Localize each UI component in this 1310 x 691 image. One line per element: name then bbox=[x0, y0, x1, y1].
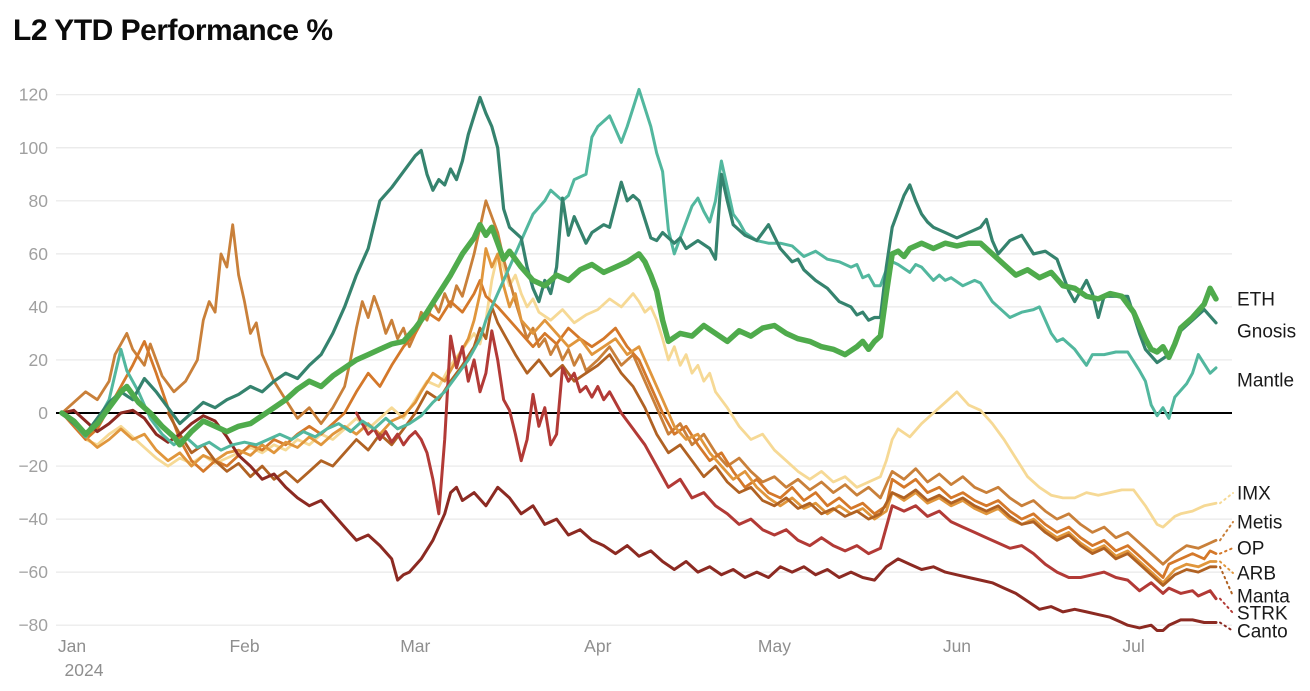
leader-line-canto bbox=[1219, 621, 1234, 632]
series-line-op[interactable] bbox=[60, 278, 1218, 579]
series-label-metis: Metis bbox=[1237, 513, 1282, 534]
y-tick-label: 60 bbox=[29, 244, 49, 264]
y-tick-label: −80 bbox=[18, 615, 48, 635]
series-line-arb[interactable] bbox=[60, 247, 1218, 585]
x-tick-label: May bbox=[758, 636, 791, 656]
x-tick-label: Feb bbox=[229, 636, 259, 656]
series-label-arb: ARB bbox=[1237, 564, 1276, 585]
y-tick-label: 120 bbox=[19, 85, 48, 105]
x-tick-label: Jul bbox=[1122, 636, 1144, 656]
series-line-imx[interactable] bbox=[60, 252, 1218, 529]
y-tick-label: 80 bbox=[29, 191, 49, 211]
x-tick-label: Jun bbox=[943, 636, 971, 656]
x-tick-label: Jan bbox=[58, 636, 86, 656]
series-label-strk: STRK bbox=[1237, 604, 1288, 625]
series-label-gnosis: Gnosis bbox=[1237, 322, 1296, 343]
series-label-canto: Canto bbox=[1237, 622, 1288, 643]
series-line-canto[interactable] bbox=[60, 408, 1218, 632]
series-label-eth: ETH bbox=[1237, 290, 1275, 311]
series-line-metis[interactable] bbox=[60, 199, 1218, 566]
series-label-mantle: Mantle bbox=[1237, 371, 1294, 392]
series-line-gnosis[interactable] bbox=[60, 95, 1218, 436]
series-label-manta: Manta bbox=[1237, 587, 1290, 608]
leader-line-imx bbox=[1219, 492, 1234, 505]
y-tick-label: 40 bbox=[29, 297, 49, 317]
y-tick-label: 0 bbox=[38, 403, 48, 423]
leader-line-metis bbox=[1219, 521, 1234, 542]
leader-line-op bbox=[1219, 547, 1234, 555]
y-tick-label: 100 bbox=[19, 138, 48, 158]
x-tick-label: Apr bbox=[584, 636, 611, 656]
y-tick-label: −20 bbox=[18, 456, 48, 476]
x-tick-label: Mar bbox=[400, 636, 430, 656]
chart-title: L2 YTD Performance % bbox=[13, 14, 333, 47]
x-tick-year-label: 2024 bbox=[65, 660, 104, 680]
y-tick-label: −40 bbox=[18, 509, 48, 529]
y-tick-label: −60 bbox=[18, 562, 48, 582]
series-line-manta[interactable] bbox=[166, 305, 1218, 587]
series-line-eth[interactable] bbox=[59, 221, 1219, 448]
leader-line-strk bbox=[1219, 597, 1234, 614]
series-line-strk[interactable] bbox=[354, 329, 1218, 601]
y-tick-label: 20 bbox=[29, 350, 49, 370]
series-label-op: OP bbox=[1237, 539, 1264, 560]
series-label-imx: IMX bbox=[1237, 484, 1271, 505]
leader-line-manta bbox=[1219, 565, 1234, 597]
series-line-mantle[interactable] bbox=[60, 87, 1218, 452]
